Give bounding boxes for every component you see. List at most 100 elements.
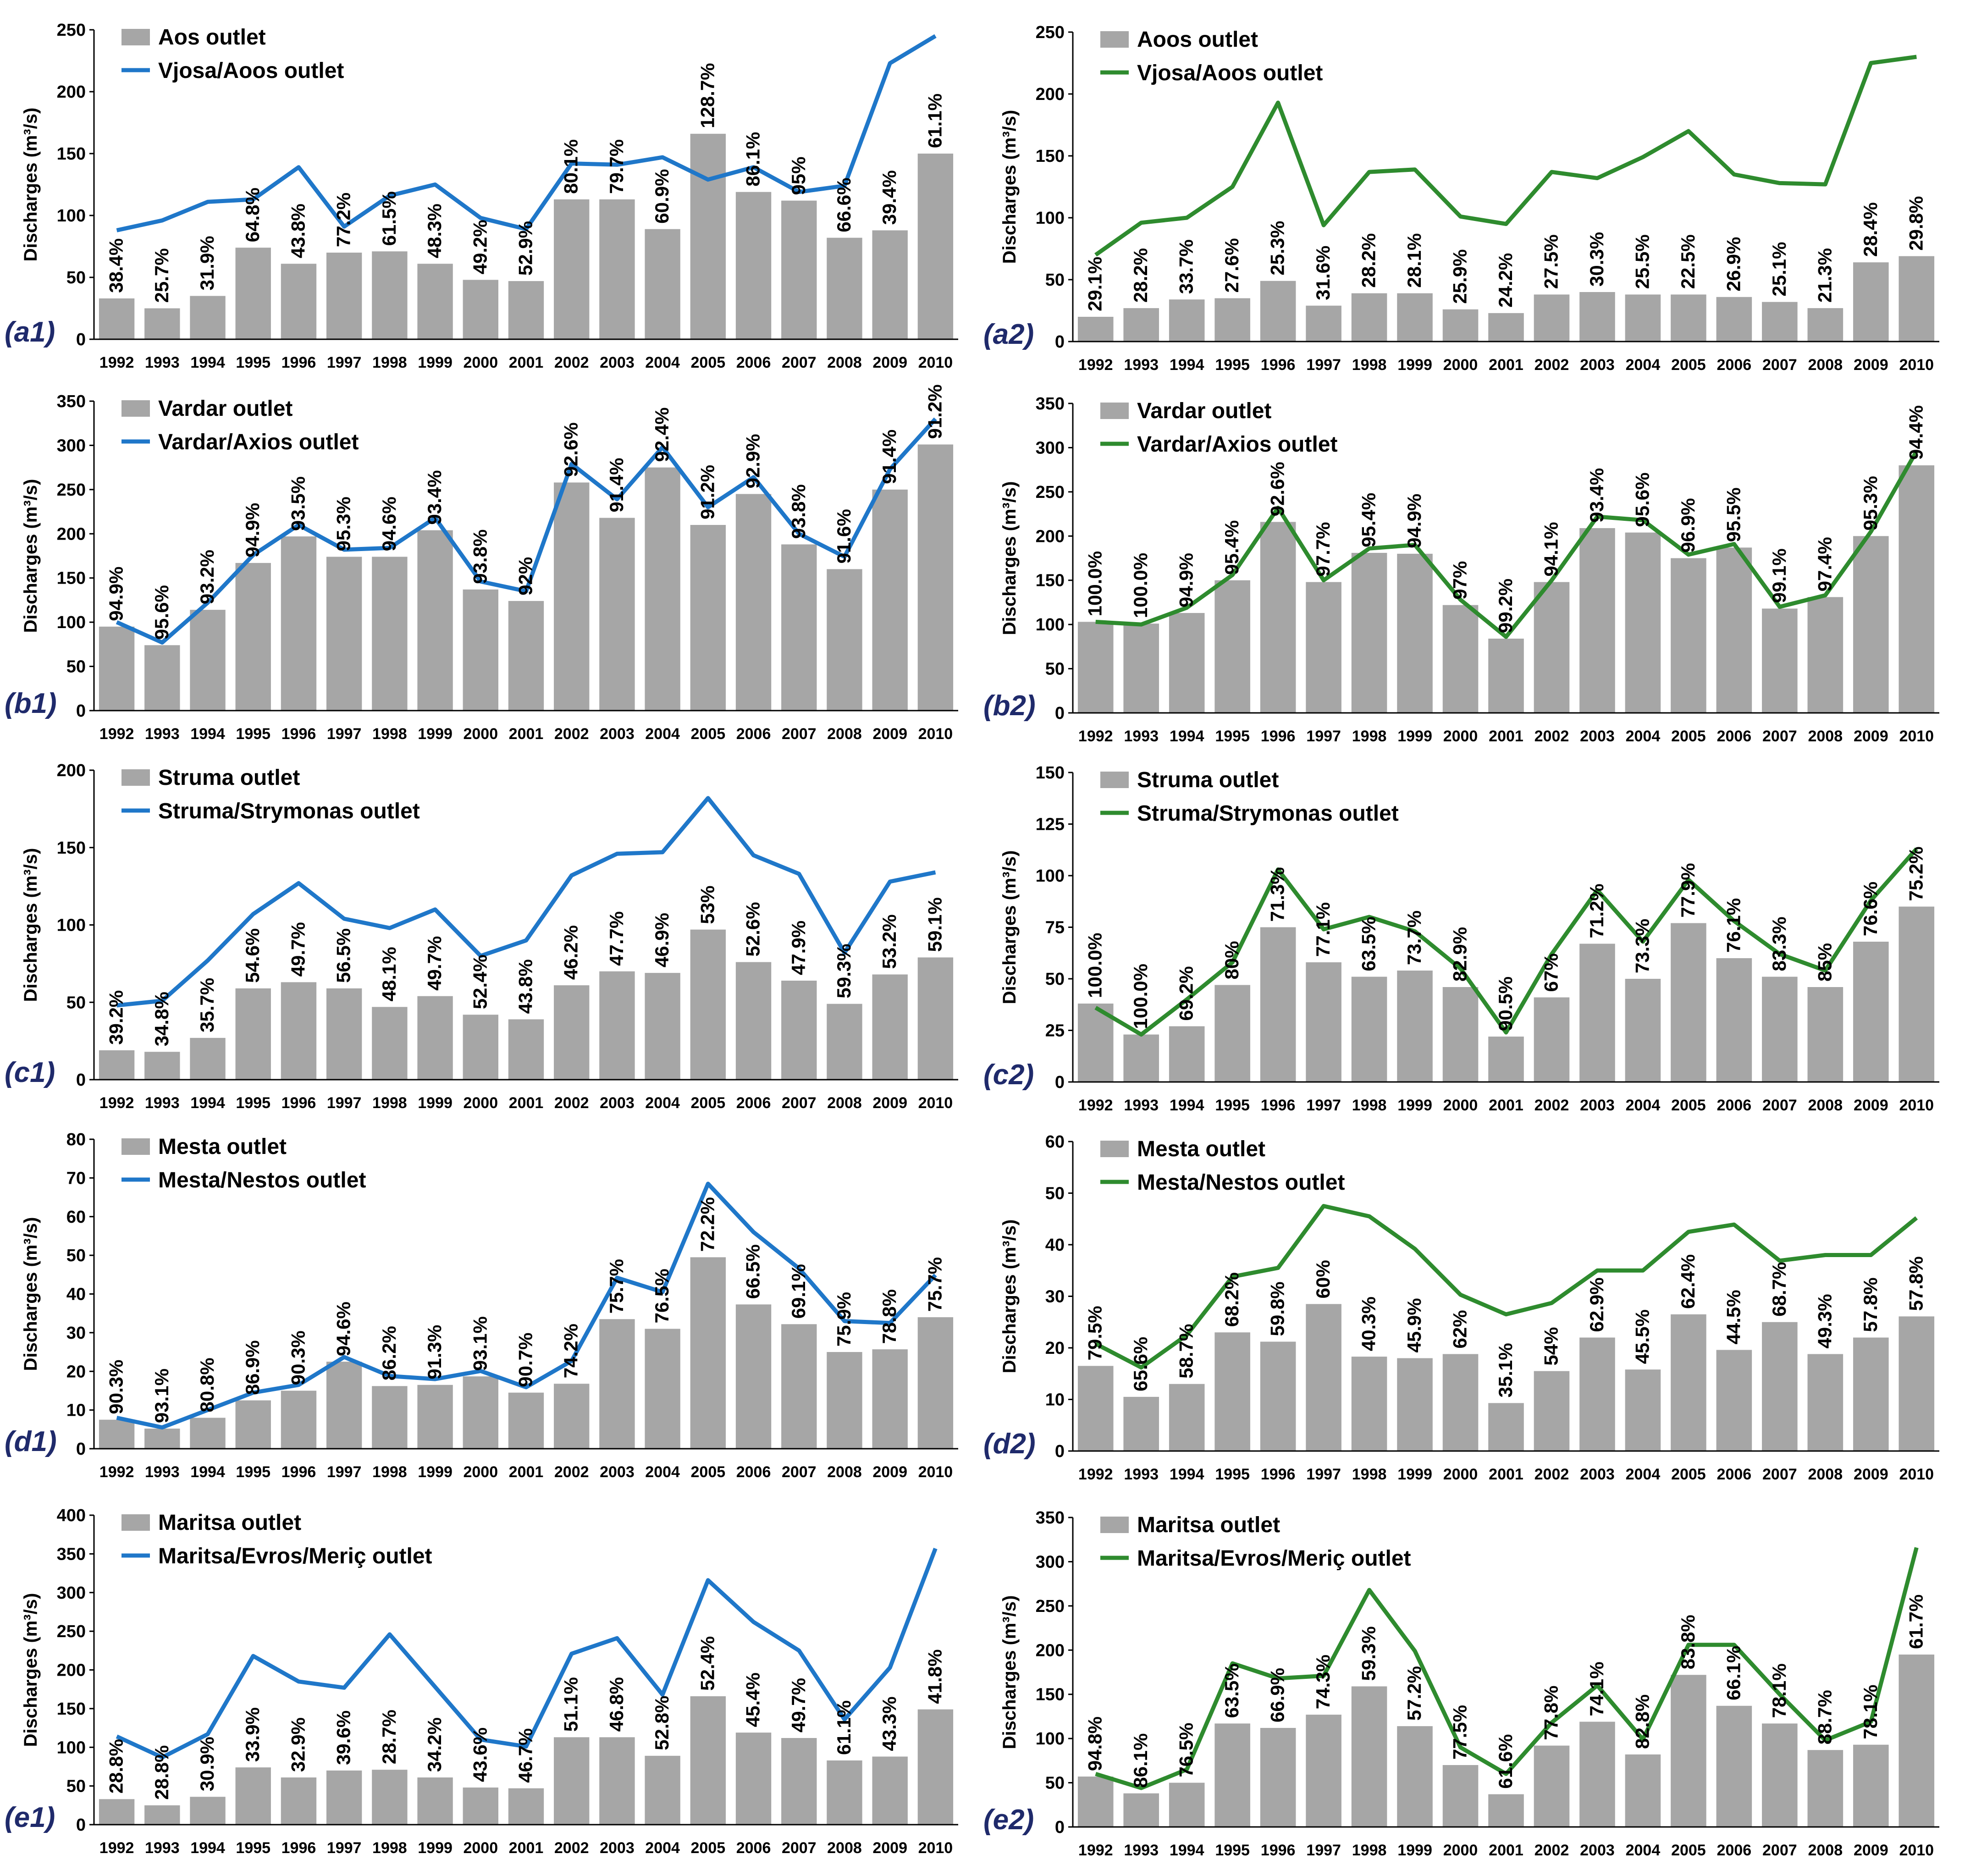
pct-label-1993: 65.6% [1130, 1337, 1151, 1391]
legend-bar-swatch [1100, 1517, 1129, 1533]
pct-label-1996: 71.3% [1267, 867, 1288, 921]
y-tick-label: 0 [1055, 1442, 1065, 1461]
x-tick-label: 1994 [190, 1094, 225, 1112]
bar-2003 [599, 971, 635, 1080]
bar-2006 [1716, 1705, 1752, 1827]
bar-1996 [281, 1777, 317, 1825]
x-tick-label: 2010 [1899, 356, 1934, 374]
y-tick-label: 350 [57, 1545, 86, 1564]
x-tick-label: 1996 [281, 1839, 316, 1857]
y-tick-label: 200 [1036, 527, 1065, 546]
x-tick-label: 1994 [190, 354, 225, 371]
panel-b1: 0 50 100 150 200 250 300 350 Discharges (m³/s) 94… [5, 384, 958, 743]
legend-bar-swatch [1100, 1141, 1129, 1157]
x-tick-label: 1995 [1215, 1842, 1250, 1859]
x-tick-label: 2009 [872, 725, 907, 743]
x-tick-label: 2005 [1671, 1097, 1706, 1114]
bar-1996 [281, 1390, 317, 1449]
y-tick-label: 100 [1036, 209, 1065, 228]
x-tick-label: 2003 [600, 1094, 635, 1112]
pct-label-2006: 86.1% [742, 132, 764, 187]
x-tick-label: 2005 [1671, 1466, 1706, 1483]
y-tick-label: 400 [57, 1506, 86, 1525]
pct-label-2009: 95.3% [1860, 476, 1881, 530]
y-tick-label: 100 [1036, 866, 1065, 886]
x-tick-label: 1999 [418, 725, 453, 743]
series-line [1095, 1547, 1919, 1790]
bar-1995 [235, 248, 271, 339]
y-tick-label: 200 [57, 1661, 86, 1680]
x-tick-label: 1999 [418, 1839, 453, 1857]
pct-label-2002: 67% [1540, 953, 1562, 992]
bar-2009 [872, 1349, 908, 1449]
bar-1994 [1169, 299, 1205, 342]
x-tick-label: 2002 [1534, 1466, 1569, 1483]
x-tick-label: 2005 [691, 1463, 726, 1481]
panel-label: (a2) [983, 319, 1034, 350]
x-tick-label: 2006 [736, 725, 771, 743]
x-tick-label: 2007 [1762, 356, 1797, 374]
x-tick-label: 2003 [1580, 728, 1615, 745]
pct-label-2004: 76.5% [651, 1269, 673, 1323]
pct-label-2007: 49.7% [788, 1678, 809, 1733]
pct-label-1992: 90.3% [105, 1360, 127, 1414]
x-tick-label: 1996 [1261, 1466, 1296, 1483]
bar-1997 [1306, 962, 1341, 1082]
bar-2008 [1807, 1750, 1844, 1827]
pct-label-2009: 78.8% [878, 1289, 900, 1344]
y-tick-label: 60 [66, 1208, 86, 1227]
legend-bar-label: Mesta outlet [1137, 1137, 1265, 1161]
x-tick-label: 1992 [1078, 1842, 1113, 1859]
bar-2000 [463, 1015, 498, 1080]
y-tick-label: 150 [57, 1699, 86, 1719]
x-tick-label: 1998 [1352, 356, 1387, 374]
x-tick-label: 1995 [1215, 1466, 1250, 1483]
pct-label-1992: 100.0% [1084, 933, 1106, 998]
pct-label-1999: 45.9% [1403, 1298, 1425, 1352]
bar-1998 [1351, 1686, 1387, 1827]
x-tick-label: 1993 [1124, 728, 1159, 745]
y-tick-label: 150 [1036, 763, 1065, 783]
pct-label-1994: 80.8% [196, 1357, 218, 1412]
x-tick-label: 2006 [736, 1839, 771, 1857]
bar-2007 [1762, 977, 1798, 1082]
bar-1994 [190, 1797, 226, 1825]
pct-label-2005: 96.9% [1677, 498, 1699, 552]
bar-1992 [99, 1799, 135, 1825]
y-tick-label: 80 [66, 1130, 86, 1149]
bar-1992 [1077, 1366, 1114, 1451]
pct-label-2001: 61.6% [1495, 1734, 1516, 1789]
legend-bar-label: Aos outlet [158, 25, 266, 50]
bar-1997 [326, 988, 362, 1080]
bar-1999 [417, 530, 453, 711]
pct-label-1995: 68.2% [1221, 1272, 1242, 1327]
x-tick-label: 2005 [691, 1839, 726, 1857]
bar-2002 [1534, 294, 1570, 342]
x-tick-label: 2008 [827, 1839, 862, 1857]
bar-2005 [1671, 1314, 1706, 1451]
pct-label-1998: 48.1% [378, 947, 400, 1001]
pct-label-1999: 73.7% [1403, 910, 1425, 965]
bar-1998 [1351, 293, 1387, 342]
pct-label-2003: 30.3% [1586, 232, 1607, 287]
x-tick-label: 1998 [1352, 1466, 1387, 1483]
pct-label-2001: 99.2% [1495, 579, 1516, 633]
pct-label-1994: 76.5% [1176, 1723, 1197, 1777]
bar-2003 [1579, 1337, 1615, 1451]
x-tick-label: 1998 [372, 1094, 407, 1112]
pct-label-2001: 43.8% [515, 959, 536, 1014]
pct-label-2003: 75.7% [606, 1259, 627, 1313]
pct-label-2005: 72.2% [696, 1197, 718, 1252]
pct-label-2002: 74.2% [560, 1324, 582, 1378]
x-tick-label: 2000 [463, 725, 498, 743]
pct-label-2009: 53.2% [878, 914, 900, 969]
x-tick-label: 2001 [1489, 1842, 1523, 1859]
x-tick-label: 1993 [145, 725, 180, 743]
x-tick-label: 2008 [1808, 728, 1843, 745]
pct-label-2004: 82.8% [1631, 1694, 1653, 1749]
y-tick-label: 100 [57, 916, 86, 935]
y-tick-label: 50 [66, 993, 86, 1012]
bar-1996 [281, 982, 317, 1080]
x-tick-label: 2000 [463, 354, 498, 371]
panel-e1: 0 50 100 150 200 250 300 350 400 Discharges (m³/s… [5, 1506, 958, 1857]
